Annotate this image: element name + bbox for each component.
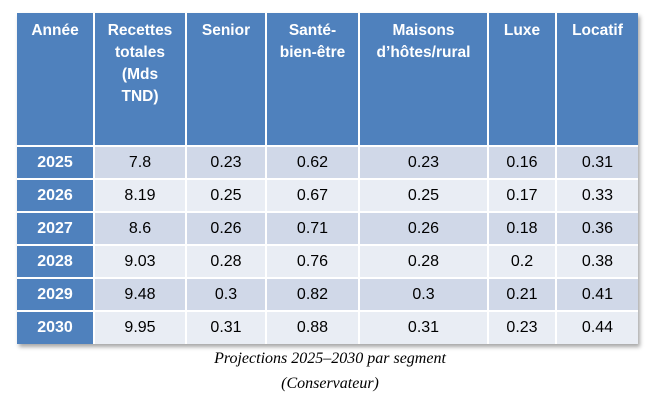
column-header-line: Senior [201, 22, 251, 39]
value-cell: 0.21 [487, 277, 556, 311]
year-cell: 2027 [17, 211, 94, 245]
year-cell: 2026 [17, 178, 94, 212]
column-header-2: Senior [185, 13, 266, 146]
column-header-line: TND) [121, 88, 159, 105]
value-cell: 0.28 [358, 244, 488, 278]
value-cell: 0.44 [555, 310, 638, 344]
column-header-1: Recettes totales (Mds TND) [93, 13, 186, 146]
value-cell: 0.2 [487, 244, 556, 278]
table-row: 2029 9.48 0.3 0.82 0.3 0.21 0.41 [17, 277, 638, 311]
year-cell: 2030 [17, 310, 94, 344]
value-cell: 0.17 [487, 178, 556, 212]
value-cell: 0.3 [358, 277, 488, 311]
table-row: 2030 9.95 0.31 0.88 0.31 0.23 0.44 [17, 310, 638, 344]
value-cell: 9.95 [93, 310, 186, 344]
value-cell: 0.25 [358, 178, 488, 212]
value-cell: 0.16 [487, 145, 556, 179]
value-cell: 0.62 [265, 145, 359, 179]
column-header-line: (Mds [121, 66, 159, 83]
value-cell: 0.23 [487, 310, 556, 344]
value-cell: 9.03 [93, 244, 186, 278]
value-cell: 0.33 [555, 178, 638, 212]
value-cell: 0.3 [185, 277, 266, 311]
projections-table-container: Année Recettes totales (Mds TND) Senior Santé-… [17, 13, 638, 344]
column-header-3: Santé-bien-être [265, 13, 359, 146]
column-header-line: Maisons [392, 22, 455, 39]
value-cell: 0.23 [185, 145, 266, 179]
value-cell: 0.26 [185, 211, 266, 245]
value-cell: 0.31 [185, 310, 266, 344]
value-cell: 0.82 [265, 277, 359, 311]
table-row: 2027 8.6 0.26 0.71 0.26 0.18 0.36 [17, 211, 638, 245]
value-cell: 0.76 [265, 244, 359, 278]
column-header-line: bien-être [279, 44, 346, 61]
table-row: 2028 9.03 0.28 0.76 0.28 0.2 0.38 [17, 244, 638, 278]
column-header-5: Luxe [487, 13, 556, 146]
value-cell: 0.31 [358, 310, 488, 344]
value-cell: 9.48 [93, 277, 186, 311]
column-header-6: Locatif [555, 13, 638, 146]
value-cell: 0.25 [185, 178, 266, 212]
column-header-line: Recettes [107, 22, 173, 39]
column-header-4: Maisons d’hôtes/rural [358, 13, 488, 146]
value-cell: 8.19 [93, 178, 186, 212]
column-header-line: Luxe [503, 22, 541, 39]
year-cell: 2029 [17, 277, 94, 311]
value-cell: 0.36 [555, 211, 638, 245]
column-header-line: d’hôtes/rural [376, 44, 471, 61]
value-cell: 0.71 [265, 211, 359, 245]
table-header: Année Recettes totales (Mds TND) Senior Santé-… [17, 13, 638, 146]
value-cell: 8.6 [93, 211, 186, 245]
table-body: 2025 7.8 0.23 0.62 0.23 0.16 0.31 2026 8.19 0.25 0… [17, 145, 638, 344]
column-header-line: Santé- [288, 22, 337, 39]
table-header-row: Année Recettes totales (Mds TND) Senior Santé-… [17, 13, 638, 146]
table-row: 2025 7.8 0.23 0.62 0.23 0.16 0.31 [17, 145, 638, 179]
value-cell: 7.8 [93, 145, 186, 179]
table-caption-title: Projections 2025–2030 par segment [214, 350, 446, 367]
value-cell: 0.23 [358, 145, 488, 179]
value-cell: 0.88 [265, 310, 359, 344]
table-caption-subtitle: (Conservateur) [281, 375, 379, 392]
column-header-line: Locatif [572, 22, 623, 39]
year-cell: 2025 [17, 145, 94, 179]
column-header-line: totales [115, 44, 165, 61]
table-row: 2026 8.19 0.25 0.67 0.25 0.17 0.33 [17, 178, 638, 212]
projections-table: Année Recettes totales (Mds TND) Senior Santé-… [17, 13, 638, 344]
column-header-0: Année [17, 13, 94, 146]
year-cell: 2028 [17, 244, 94, 278]
value-cell: 0.67 [265, 178, 359, 212]
value-cell: 0.28 [185, 244, 266, 278]
column-header-line: Année [31, 22, 79, 39]
value-cell: 0.41 [555, 277, 638, 311]
value-cell: 0.18 [487, 211, 556, 245]
value-cell: 0.26 [358, 211, 488, 245]
value-cell: 0.38 [555, 244, 638, 278]
value-cell: 0.31 [555, 145, 638, 179]
